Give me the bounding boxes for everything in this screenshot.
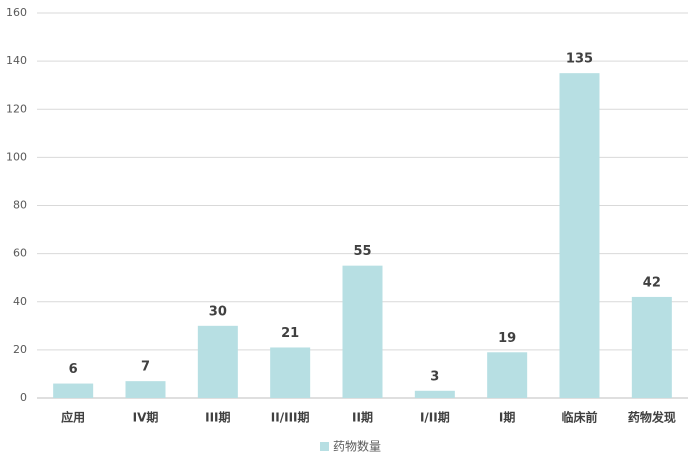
y-tick-label: 60 <box>13 247 27 260</box>
y-tick-label: 80 <box>13 199 27 212</box>
bar <box>487 352 528 398</box>
x-tick-label: 临床前 <box>561 410 597 425</box>
bar <box>197 325 238 398</box>
value-label: 19 <box>498 331 516 346</box>
x-tick-label: II/III期 <box>271 410 310 425</box>
x-tick-label: 应用 <box>61 410 85 425</box>
value-label: 55 <box>353 244 371 259</box>
bar <box>559 73 600 398</box>
value-label: 21 <box>281 326 299 341</box>
bar <box>414 390 455 398</box>
y-tick-label: 0 <box>20 391 27 404</box>
y-tick-label: 100 <box>6 150 27 163</box>
bar <box>53 383 94 398</box>
value-label: 3 <box>430 369 439 384</box>
y-tick-label: 140 <box>6 54 27 67</box>
bar <box>270 347 311 398</box>
x-tick-label: IV期 <box>133 410 159 425</box>
legend-label: 药物数量 <box>333 439 381 454</box>
bar <box>631 296 672 398</box>
value-label: 42 <box>643 275 661 290</box>
legend-swatch <box>320 442 329 451</box>
x-tick-label: 药物发现 <box>628 410 676 425</box>
x-tick-label: I/II期 <box>420 410 450 425</box>
x-tick-label: III期 <box>205 410 230 425</box>
value-label: 30 <box>209 304 227 319</box>
y-tick-label: 40 <box>13 295 27 308</box>
value-label: 6 <box>69 362 78 377</box>
value-label: 135 <box>566 52 593 67</box>
y-tick-label: 160 <box>6 6 27 19</box>
x-tick-label: I期 <box>499 410 515 425</box>
bar <box>125 381 166 398</box>
y-tick-label: 120 <box>6 102 27 115</box>
bar <box>342 265 383 398</box>
x-tick-label: II期 <box>352 410 373 425</box>
y-tick-label: 20 <box>13 343 27 356</box>
value-label: 7 <box>141 360 150 375</box>
